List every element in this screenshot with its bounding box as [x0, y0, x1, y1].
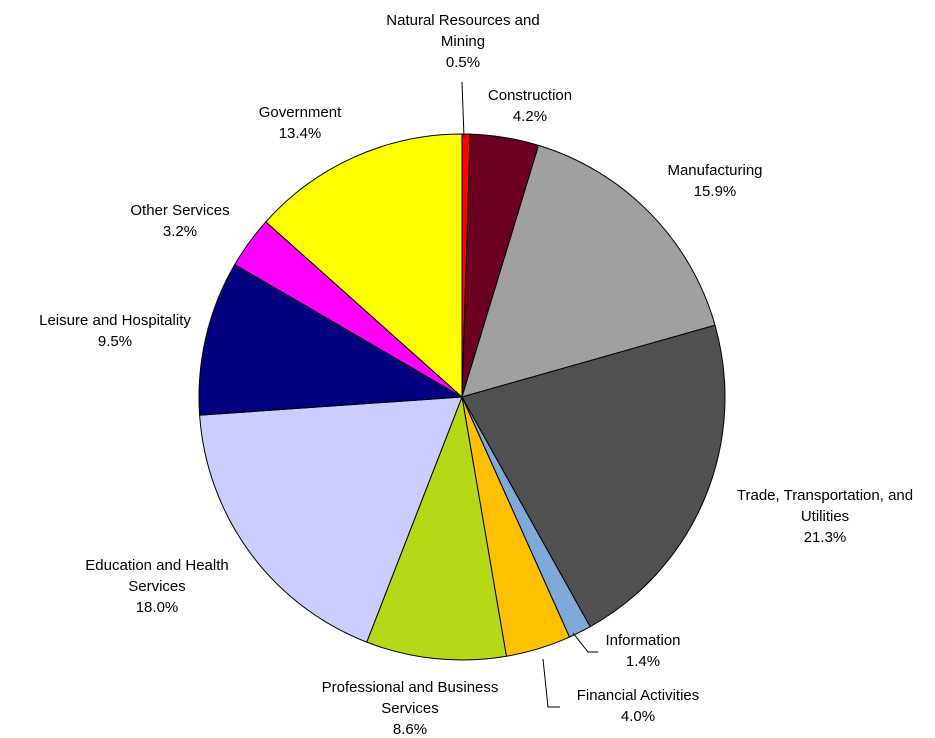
slice-label: Financial Activities 4.0%: [553, 685, 723, 727]
category-name: Financial Activities: [576, 687, 700, 704]
pie-slice: [265, 133, 463, 399]
value-label: 0.5%: [445, 54, 481, 71]
value-label: 21.3%: [803, 529, 847, 546]
pie-slice: [198, 263, 464, 416]
slice-label: Trade, Transportation, and Utilities 21.3…: [713, 485, 935, 548]
category-name: Government: [258, 104, 342, 121]
slice-label: Information 1.4%: [583, 630, 703, 672]
value-label: 15.9%: [693, 183, 737, 200]
category-name: Information: [605, 632, 681, 649]
value-label: 9.5%: [97, 333, 133, 350]
value-label: 8.6%: [392, 721, 428, 738]
leader-line: [572, 632, 598, 653]
category-name: Natural Resources and Mining: [386, 12, 540, 50]
value-label: 3.2%: [162, 223, 198, 240]
pie-slice: [366, 395, 507, 661]
slice-label: Leisure and Hospitality 9.5%: [5, 310, 225, 352]
leader-line: [542, 658, 560, 708]
value-label: 4.2%: [512, 108, 548, 125]
value-label: 13.4%: [278, 125, 322, 142]
pie-slice: [461, 324, 726, 628]
value-label: 18.0%: [135, 599, 179, 616]
pie-slice: [461, 144, 716, 398]
category-name: Leisure and Hospitality: [39, 312, 191, 329]
slice-label: Construction 4.2%: [460, 85, 600, 127]
category-name: Professional and Business Services: [321, 679, 499, 717]
category-name: Construction: [487, 87, 573, 104]
slice-label: Government 13.4%: [225, 102, 375, 144]
slice-label: Professional and Business Services 8.6%: [295, 677, 525, 738]
category-name: Education and Health Services: [85, 557, 229, 595]
slice-label: Education and Health Services 18.0%: [62, 555, 252, 618]
slice-label: Manufacturing 15.9%: [635, 160, 795, 202]
value-label: 4.0%: [620, 708, 656, 725]
leader-line: [461, 81, 465, 138]
category-name: Other Services: [130, 202, 230, 219]
value-label: 1.4%: [625, 653, 661, 670]
category-name: Manufacturing: [667, 162, 763, 179]
pie-slice: [199, 396, 463, 643]
slice-label: Natural Resources and Mining 0.5%: [363, 10, 563, 73]
slice-label: Other Services 3.2%: [105, 200, 255, 242]
category-name: Trade, Transportation, and Utilities: [736, 487, 914, 525]
